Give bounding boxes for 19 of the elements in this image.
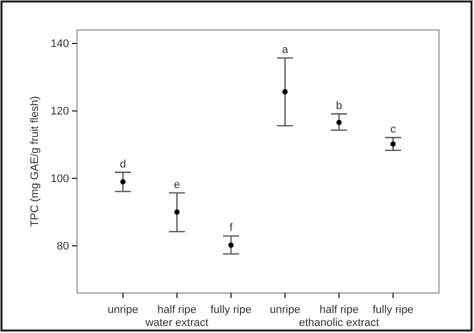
text: ethanolic extract: [298, 317, 380, 329]
annotation: e: [174, 178, 180, 191]
x-tick-label: unripe: [108, 304, 138, 316]
annotation: c: [390, 124, 396, 136]
y-axis-title: TPC (mg GAE/g fruit flesh): [29, 96, 41, 227]
x-tick-label: half ripe: [157, 304, 197, 316]
annotation: b: [336, 100, 342, 112]
y-tick-label: 140: [50, 38, 69, 50]
y-tick-label: 120: [50, 105, 69, 118]
x-tick-label: fully ripe: [372, 304, 414, 316]
y-tick-label: 80: [56, 240, 69, 252]
x-tick-label: half ripe: [319, 304, 359, 316]
annotation: a: [282, 44, 289, 56]
x-tick-label: unripe: [270, 304, 300, 316]
x-tick-label: fully ripe: [210, 304, 252, 316]
annotation: f: [229, 222, 234, 234]
y-tick-label: 100: [50, 172, 69, 185]
annotation: d: [120, 158, 126, 170]
text: water extract: [144, 317, 208, 329]
